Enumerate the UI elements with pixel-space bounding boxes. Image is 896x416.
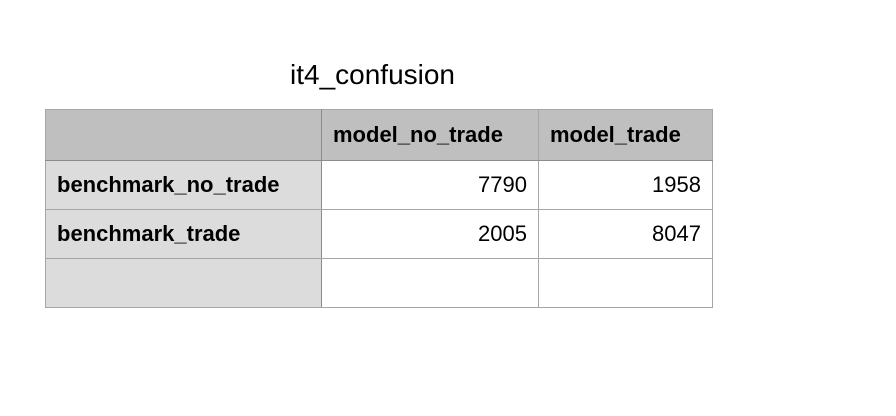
row-header-benchmark-no-trade[interactable]: benchmark_no_trade [45, 160, 322, 210]
table-title: it4_confusion [290, 59, 456, 90]
column-header-model-no-trade[interactable]: model_no_trade [321, 109, 539, 161]
table-row: benchmark_trade 2005 8047 [45, 209, 713, 259]
corner-cell[interactable] [45, 109, 322, 161]
cell-empty-2[interactable] [538, 258, 713, 308]
row-header-benchmark-trade[interactable]: benchmark_trade [45, 209, 322, 259]
table-row: benchmark_no_trade 7790 1958 [45, 160, 713, 210]
cell-empty-1[interactable] [321, 258, 539, 308]
cell-benchmark-trade-model-no-trade[interactable]: 2005 [321, 209, 539, 259]
cell-benchmark-no-trade-model-no-trade[interactable]: 7790 [321, 160, 539, 210]
table-row [45, 258, 713, 308]
row-header-empty[interactable] [45, 258, 322, 308]
cell-benchmark-no-trade-model-trade[interactable]: 1958 [538, 160, 713, 210]
column-header-model-trade[interactable]: model_trade [538, 109, 713, 161]
confusion-table: model_no_trade model_trade benchmark_no_… [45, 109, 713, 308]
header-row: model_no_trade model_trade [45, 109, 713, 161]
cell-benchmark-trade-model-trade[interactable]: 8047 [538, 209, 713, 259]
